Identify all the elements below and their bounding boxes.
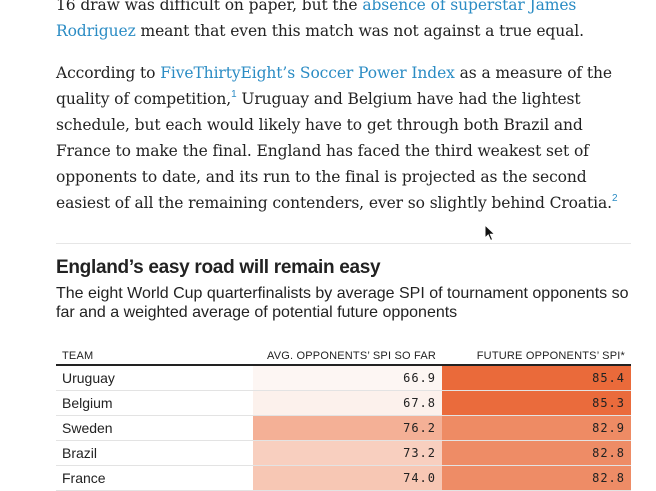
article-paragraph-2: According to FiveThirtyEight’s Soccer Po… — [56, 60, 631, 216]
future-spi-cell: 82.9 — [442, 415, 631, 441]
spi-so-far-cell: 66.9 — [253, 365, 442, 391]
paragraph-text: According to — [56, 64, 161, 82]
team-name-cell: Uruguay — [56, 365, 253, 391]
table-row: Sweden 76.2 82.9 — [56, 415, 631, 441]
spi-so-far-cell: 76.2 — [253, 415, 442, 441]
spi-so-far-cell: 73.2 — [253, 440, 442, 466]
table-row: Uruguay 66.9 85.4 — [56, 365, 631, 391]
mouse-pointer-icon — [484, 224, 496, 242]
column-header-future-spi[interactable]: FUTURE OPPONENTS’ SPI* — [442, 345, 631, 366]
soccer-power-index-link[interactable]: FiveThirtyEight’s Soccer Power Index — [160, 64, 455, 82]
team-name-cell: France — [56, 465, 253, 491]
future-spi-cell: 82.8 — [442, 440, 631, 466]
spi-so-far-cell: 67.8 — [253, 390, 442, 416]
team-name-cell: Brazil — [56, 440, 253, 466]
chart-title: England’s easy road will remain easy — [56, 257, 381, 278]
future-spi-cell: 85.4 — [442, 365, 631, 391]
paragraph-text: meant that even this match was not again… — [135, 22, 584, 40]
table-body: Uruguay 66.9 85.4 Belgium 67.8 85.3 Sweden 76.2… — [56, 365, 631, 491]
team-name-cell: Belgium — [56, 390, 253, 416]
footnote-1-link[interactable]: 1 — [231, 89, 237, 100]
paragraph-text: Uruguay and Belgium have had the lightes… — [56, 90, 612, 212]
chart-subtitle: The eight World Cup quarterfinalists by … — [56, 285, 629, 321]
future-spi-cell: 82.8 — [442, 465, 631, 491]
table-row: Brazil 73.2 82.8 — [56, 440, 631, 466]
table-row: France 74.0 82.8 — [56, 465, 631, 491]
paragraph-text: 16 draw was difficult on paper, but the — [56, 0, 363, 14]
spi-so-far-cell: 74.0 — [253, 465, 442, 491]
future-spi-cell: 85.3 — [442, 390, 631, 416]
spi-table: TEAM AVG. OPPONENTS’ SPI SO FAR FUTURE O… — [56, 345, 631, 491]
team-name-cell: Sweden — [56, 415, 253, 441]
table-header-row: TEAM AVG. OPPONENTS’ SPI SO FAR FUTURE O… — [56, 345, 631, 366]
absence-of-james-rodriguez-link[interactable]: absence of superstar James Rodriguez — [56, 0, 577, 40]
section-divider — [56, 243, 631, 244]
table-row: Belgium 67.8 85.3 — [56, 390, 631, 416]
paragraph-text: as a measure of the quality of competiti… — [56, 64, 612, 108]
column-header-spi-so-far[interactable]: AVG. OPPONENTS’ SPI SO FAR — [253, 345, 442, 366]
column-header-team[interactable]: TEAM — [56, 345, 253, 366]
footnote-2-link[interactable]: 2 — [612, 193, 618, 204]
article-paragraph-1: 16 draw was difficult on paper, but the … — [56, 0, 631, 44]
